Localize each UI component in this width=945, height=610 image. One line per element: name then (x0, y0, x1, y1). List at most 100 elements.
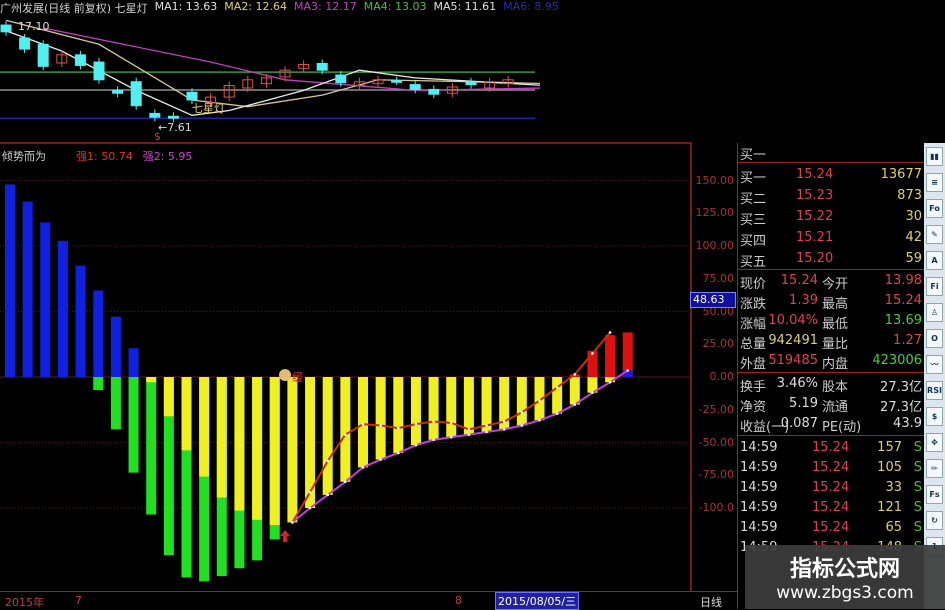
trade-volume: 157 (877, 440, 902, 455)
indicator-chart[interactable]: 缓 (0, 0, 692, 592)
divider (738, 372, 925, 373)
stat-value: 10.04% (768, 313, 818, 328)
trade-side: S (913, 500, 922, 515)
bid-price: 15.24 (796, 167, 834, 182)
right-toolbar: ▮▮≡Fo✎AFi♙O〰RSI$✥✏Fs↻1 (924, 143, 945, 609)
stat-label: 内盘 (822, 357, 849, 372)
purple-line-point (520, 424, 524, 427)
watermark-url: www.zbgs3.com (776, 583, 914, 603)
stat-label: 最高 (822, 297, 849, 312)
dollar-icon[interactable]: $ (926, 407, 943, 426)
ma-label: MA2: 12.64 (224, 0, 288, 13)
bid-label: 买三 (740, 213, 767, 228)
quote-row: 收益(一) 0.087 PE(动) 43.9 (740, 414, 924, 435)
bar-red (569, 374, 580, 377)
orange-line-point (520, 411, 524, 414)
bar-yellow (199, 377, 210, 477)
purple-line-point (291, 521, 294, 524)
pencil-icon[interactable]: ✏ (926, 459, 943, 478)
stat-value: 423006 (872, 353, 922, 368)
purple-line-point (308, 506, 312, 510)
month-7-label: 7 (75, 594, 82, 607)
purple-line-point (432, 438, 435, 442)
bar-yellow (163, 377, 174, 417)
fs-icon[interactable]: Fs (926, 485, 943, 504)
bar-yellow (234, 377, 245, 511)
refresh-icon[interactable]: ↻ (926, 511, 943, 530)
purple-line-point (608, 380, 612, 384)
quote-row: 买二 15.23 873 (740, 186, 924, 207)
stat-value: 1.39 (789, 293, 818, 308)
candle (0, 24, 12, 33)
stat-value: 519485 (768, 353, 818, 368)
stat-label: 现价 (740, 277, 767, 292)
bar-yellow (516, 377, 527, 426)
circle-icon[interactable]: O (926, 329, 943, 348)
person-icon[interactable]: ♙ (926, 303, 943, 322)
trade-time: 14:59 (740, 480, 778, 495)
candle (167, 115, 179, 119)
orange-line-point (485, 424, 488, 427)
indicator-header: 倾势而为 强1: 50.74 强2: 5.95 (2, 148, 192, 164)
fund-label: 换手 (740, 380, 767, 395)
trade-volume: 105 (877, 460, 902, 475)
high-price-label: 17.10 (18, 20, 50, 33)
bar-yellow (534, 377, 545, 421)
period-label[interactable]: 日线 (700, 596, 722, 609)
ma-label: MA1: 13.63 (154, 0, 218, 13)
finance-icon[interactable]: Fi (926, 277, 943, 296)
fund-value: 0.087 (780, 416, 818, 431)
stock-title: 广州发展(日线 前复权) 七星灯 (0, 2, 148, 15)
quote-row: 涨跌 1.39 最高 15.24 (740, 291, 924, 312)
bar-green (128, 377, 139, 473)
bar-green (163, 377, 174, 556)
bar-green (110, 377, 121, 430)
candle (298, 63, 310, 69)
fund-value: 43.9 (893, 416, 922, 431)
quote-row: 14:59 15.24 105 S (740, 458, 924, 478)
bid-volume: 42 (905, 230, 922, 245)
candle (242, 79, 254, 89)
purple-line-point (414, 443, 418, 447)
notes-icon[interactable]: ✎ (926, 225, 943, 244)
purple-line-point (449, 435, 453, 439)
candlestick-icon[interactable]: ▮▮ (926, 147, 943, 166)
y-tick-label: 100.00 (695, 239, 735, 252)
rsi-icon[interactable]: RSI (926, 381, 943, 400)
candle (223, 85, 235, 98)
quote-row: 换手 3.46% 股本 27.3亿 (740, 374, 924, 395)
bid-price: 15.21 (796, 230, 834, 245)
quote-row: 14:59 15.24 157 S (740, 438, 924, 458)
bar-yellow (252, 377, 263, 520)
quote-row: 14:59 15.24 121 S (740, 498, 924, 518)
list-icon[interactable]: ≡ (926, 173, 943, 192)
candle (391, 80, 403, 83)
indicator-s1: 强1: 50.74 (76, 150, 133, 163)
orange-line-point (591, 352, 594, 355)
purple-line-point (326, 493, 330, 497)
bar-yellow (340, 377, 351, 482)
y-tick-label: 25.00 (702, 337, 735, 351)
trade-side: S (913, 480, 922, 495)
bar-yellow (269, 377, 280, 526)
orange-line-point (344, 433, 347, 436)
info-icon[interactable]: A (926, 251, 943, 270)
time-axis: 2015年 7 8 2015/08/05/三 日线 (0, 591, 737, 610)
wave-icon[interactable]: 〰 (926, 355, 943, 374)
bid-volume: 30 (905, 209, 922, 224)
fund-label: PE(动) (822, 420, 862, 435)
candle (316, 62, 328, 71)
stat-value: 1.27 (893, 333, 922, 348)
watermark-title: 指标公式网 (789, 557, 900, 582)
bar-blue (5, 184, 15, 377)
trade-time: 14:59 (740, 500, 778, 515)
purple-line-point (502, 428, 506, 431)
bar-blue (110, 316, 121, 377)
up-arrow-icon (280, 530, 290, 542)
move-icon[interactable]: ✥ (926, 433, 943, 452)
stat-label: 今开 (822, 277, 849, 292)
stat-value: 942491 (768, 333, 818, 348)
f10-icon[interactable]: Fo (926, 199, 943, 218)
trade-volume: 121 (877, 500, 902, 515)
